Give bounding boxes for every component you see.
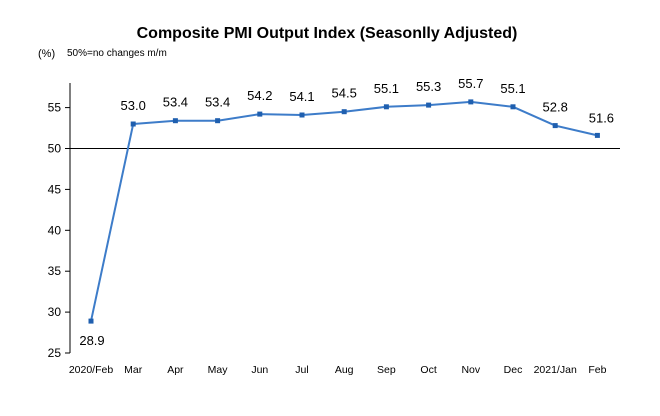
data-point-8: [426, 102, 432, 108]
x-tick-label: Aug: [335, 364, 354, 376]
data-point-2: [172, 118, 178, 124]
data-point-11: [552, 123, 558, 129]
y-axis: 25 30 35 40 45 50 55: [48, 83, 620, 360]
data-label-2: 53.4: [163, 95, 188, 110]
data-label-10: 55.1: [500, 81, 525, 96]
x-tick-label: Nov: [461, 364, 480, 376]
data-label-8: 55.3: [416, 79, 441, 94]
data-point-12: [594, 132, 600, 138]
x-tick-label: 2021/Jan: [534, 364, 577, 376]
data-label-12: 51.6: [589, 110, 614, 125]
x-tick-label: Dec: [504, 364, 523, 376]
data-point-0: [88, 318, 94, 324]
data-label-0: 28.9: [79, 333, 104, 348]
data-label-11: 52.8: [543, 100, 568, 115]
data-labels: 28.9 53.0 53.4 53.4 54.2 54.1 54.5 55.1 55.3 55.7…: [79, 76, 614, 348]
x-tick-label: Sep: [377, 364, 396, 376]
x-axis: 2020/Feb Mar Apr May Jun Jul Aug Sep Oct Nov Dec 20…: [69, 364, 607, 376]
series-composite-pmi: [88, 99, 600, 324]
data-label-3: 53.4: [205, 95, 230, 110]
data-label-1: 53.0: [121, 98, 146, 113]
data-point-1: [130, 121, 136, 127]
x-tick-label: Apr: [167, 364, 184, 376]
chart-title: Composite PMI Output Index (Seasonlly Ad…: [137, 25, 518, 42]
x-tick-label: 2020/Feb: [69, 364, 114, 376]
x-tick-label: Jul: [295, 364, 308, 376]
data-point-10: [510, 104, 516, 110]
baseline-note: 50%=no changes m/m: [67, 48, 167, 59]
y-tick-label: 25: [48, 346, 62, 360]
unit-label: (%): [38, 48, 55, 60]
x-tick-label: Jun: [251, 364, 268, 376]
data-point-3: [215, 118, 221, 124]
data-point-9: [468, 99, 474, 105]
y-tick-label: 30: [48, 305, 62, 319]
x-tick-label: Oct: [420, 364, 436, 376]
y-tick-label: 35: [48, 264, 62, 278]
x-tick-label: Feb: [588, 364, 606, 376]
data-label-4: 54.2: [247, 88, 272, 103]
x-tick-label: May: [208, 364, 229, 376]
y-tick-label: 50: [48, 142, 62, 156]
data-label-6: 54.5: [332, 86, 357, 101]
data-point-6: [341, 109, 347, 115]
data-point-7: [383, 104, 389, 110]
x-tick-label: Mar: [124, 364, 143, 376]
y-tick-label: 55: [48, 101, 62, 115]
data-point-4: [257, 111, 263, 117]
series-line: [90, 100, 598, 322]
data-label-7: 55.1: [374, 81, 399, 96]
y-tick-label: 45: [48, 182, 62, 196]
y-tick-label: 40: [48, 223, 62, 237]
data-point-5: [299, 112, 305, 118]
data-label-5: 54.1: [289, 89, 314, 104]
data-label-9: 55.7: [458, 76, 483, 91]
